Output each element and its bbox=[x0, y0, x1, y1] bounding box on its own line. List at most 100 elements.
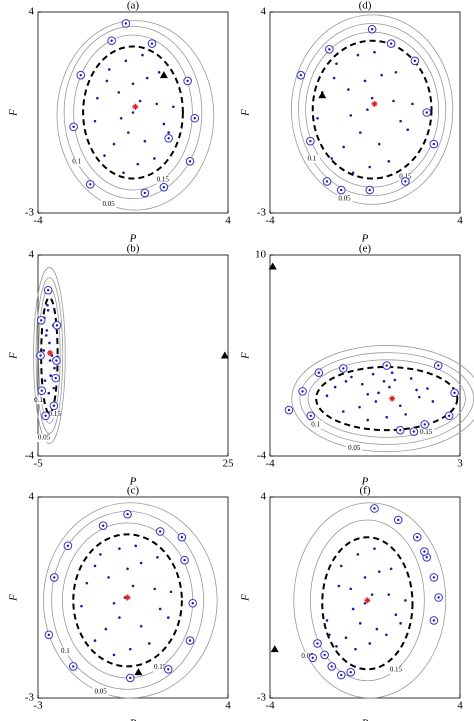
data-point bbox=[138, 99, 142, 103]
outlier-dot bbox=[89, 183, 92, 186]
contour-label: 0.05 bbox=[94, 688, 107, 696]
outlier-dot bbox=[416, 536, 419, 539]
data-point bbox=[341, 410, 345, 413]
data-point bbox=[350, 375, 353, 379]
x-tick-label: 4 bbox=[225, 700, 231, 712]
data-point bbox=[112, 653, 116, 657]
data-point bbox=[128, 647, 132, 651]
outlier-dot bbox=[150, 42, 154, 45]
x-tick-label: 4 bbox=[457, 700, 463, 712]
data-point bbox=[351, 607, 355, 611]
outlier-dot bbox=[39, 354, 42, 357]
data-point bbox=[363, 576, 367, 579]
data-point bbox=[388, 385, 391, 389]
data-point bbox=[375, 627, 379, 631]
data-point bbox=[45, 329, 49, 332]
data-point bbox=[107, 576, 110, 579]
outlier-dot bbox=[44, 414, 47, 417]
data-point bbox=[158, 607, 162, 611]
outlier-dot bbox=[287, 408, 291, 412]
data-point bbox=[360, 382, 364, 386]
contour-label-bg bbox=[387, 665, 404, 674]
outlier-dot bbox=[330, 665, 333, 668]
data-point bbox=[358, 405, 361, 409]
contour-label: 0.1 bbox=[307, 155, 316, 163]
outlier-dot bbox=[66, 544, 70, 548]
outlier-dot bbox=[167, 137, 170, 140]
outlier-dot bbox=[129, 676, 132, 680]
outlier-dot bbox=[167, 668, 170, 671]
outlier-dot bbox=[389, 42, 393, 45]
outlier-dot bbox=[349, 670, 352, 674]
x-axis-label: P bbox=[129, 476, 137, 488]
data-point bbox=[349, 587, 353, 591]
data-point bbox=[332, 76, 336, 80]
x-tick-label: 4 bbox=[457, 215, 463, 227]
contour-label: 0.05 bbox=[338, 194, 351, 202]
data-point bbox=[337, 584, 341, 588]
data-point bbox=[374, 400, 378, 403]
x-tick-label: 4 bbox=[225, 215, 231, 227]
data-point bbox=[366, 418, 370, 422]
y-axis-label: F bbox=[240, 352, 252, 360]
data-point bbox=[126, 131, 130, 134]
data-point bbox=[385, 415, 389, 419]
outlier-dot bbox=[301, 390, 304, 393]
data-point bbox=[368, 165, 372, 169]
data-point bbox=[139, 561, 143, 565]
data-point bbox=[393, 378, 397, 382]
x-axis-label: P bbox=[361, 233, 369, 245]
outlier-dot bbox=[162, 185, 166, 189]
contour-label: 0.15 bbox=[399, 172, 412, 180]
data-point bbox=[52, 386, 56, 390]
plot-frame bbox=[269, 11, 461, 214]
data-point bbox=[333, 385, 337, 389]
data-point bbox=[366, 108, 369, 111]
data-point bbox=[394, 613, 398, 617]
contour-label-bg bbox=[418, 428, 435, 437]
data-point bbox=[46, 308, 50, 312]
data-point bbox=[373, 547, 376, 550]
x-axis-label: P bbox=[361, 718, 369, 721]
outlier-dot bbox=[309, 140, 312, 143]
data-point bbox=[415, 388, 418, 392]
outlier-dot bbox=[126, 513, 129, 516]
x-tick-label: -3 bbox=[33, 700, 43, 712]
data-point bbox=[316, 116, 319, 120]
data-point bbox=[387, 160, 391, 163]
data-point bbox=[404, 413, 408, 416]
data-point bbox=[351, 171, 355, 175]
outlier-dot bbox=[437, 364, 440, 367]
data-point bbox=[399, 119, 402, 123]
outlier-dot bbox=[385, 364, 388, 367]
data-point bbox=[153, 157, 156, 160]
data-point bbox=[46, 303, 49, 307]
contour bbox=[293, 502, 447, 699]
new-point bbox=[268, 262, 277, 270]
y-axis-label: F bbox=[8, 594, 20, 602]
x-tick-label: -5 bbox=[33, 458, 43, 470]
y-tick-label: 10 bbox=[255, 249, 267, 261]
panel-title: (b) bbox=[127, 243, 140, 255]
data-point bbox=[119, 116, 123, 120]
data-point bbox=[370, 96, 374, 100]
data-point bbox=[145, 76, 149, 80]
data-point bbox=[394, 71, 398, 74]
contour-label-bg bbox=[92, 688, 109, 697]
contour-label-bg bbox=[307, 420, 324, 429]
contour bbox=[73, 34, 193, 191]
outlier-dot bbox=[309, 414, 312, 417]
outlier-dot bbox=[54, 376, 57, 380]
outlier-dot bbox=[397, 518, 400, 522]
data-point bbox=[162, 122, 166, 126]
data-point bbox=[409, 377, 413, 380]
x-tick-label: -4 bbox=[265, 700, 275, 712]
data-point bbox=[153, 587, 157, 591]
confidence-ellipse bbox=[311, 39, 433, 180]
outlier-dot bbox=[72, 665, 75, 668]
data-point bbox=[44, 334, 48, 337]
data-point bbox=[344, 636, 348, 639]
data-point bbox=[356, 53, 360, 57]
panel-title: (f) bbox=[360, 485, 371, 497]
